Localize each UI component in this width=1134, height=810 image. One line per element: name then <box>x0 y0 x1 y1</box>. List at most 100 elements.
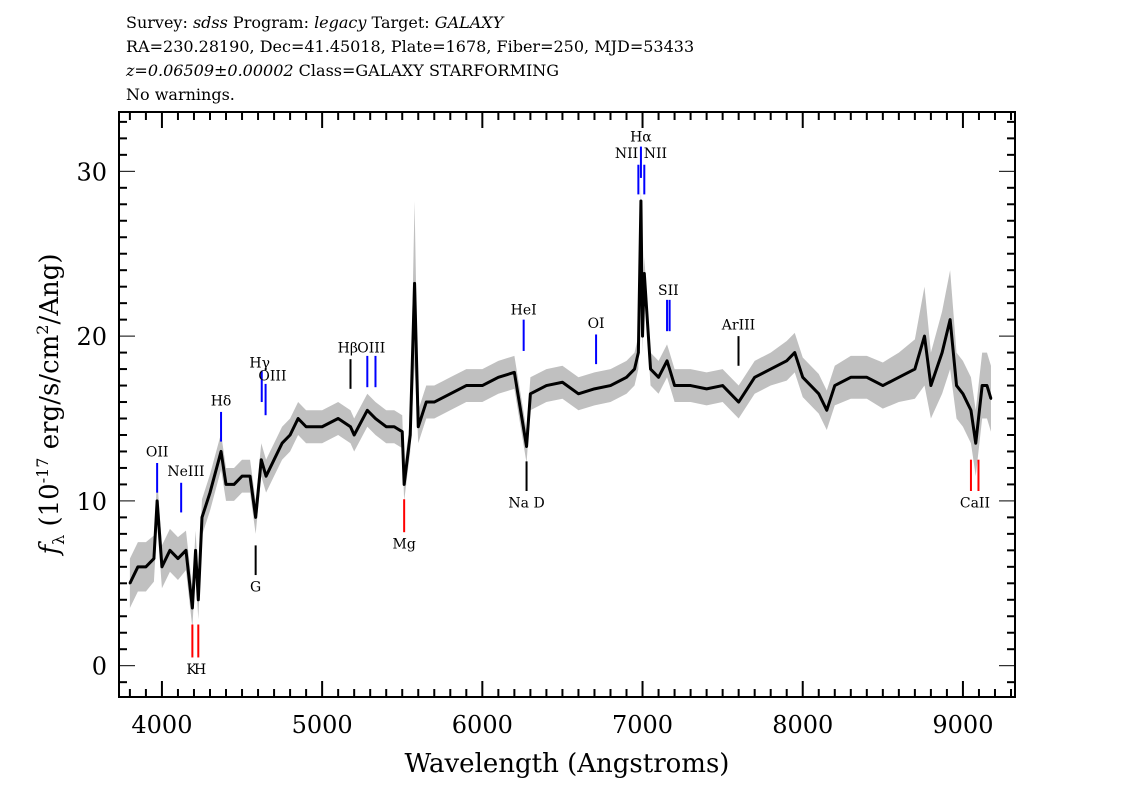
flux-point <box>425 400 428 404</box>
flux-point <box>385 425 388 428</box>
flux-point <box>336 417 340 420</box>
flux-point <box>349 425 352 428</box>
flux-point <box>881 384 885 387</box>
flux-point <box>801 376 804 379</box>
flux-point <box>320 425 324 428</box>
flux-point <box>449 392 452 395</box>
flux-point <box>948 318 952 321</box>
flux-point <box>689 384 692 387</box>
flux-point <box>913 367 917 371</box>
flux-point <box>481 384 484 387</box>
flux-point <box>513 371 516 374</box>
x-tick-label: 5000 <box>292 711 353 739</box>
line-label: OIII <box>258 369 286 385</box>
flux-point <box>254 516 257 519</box>
header-warnings: No warnings. <box>126 85 235 104</box>
flux-point <box>561 381 564 384</box>
program-label: Program: <box>232 13 309 32</box>
y-label-exp2: 2 <box>33 325 52 335</box>
line-label: HeI <box>511 303 537 319</box>
flux-point <box>577 392 580 395</box>
flux-point <box>304 425 308 428</box>
header-coordinates: RA=230.28190, Dec=41.45018, Plate=1678, … <box>126 37 695 56</box>
flux-point <box>721 384 724 387</box>
flux-point <box>224 483 228 486</box>
line-label: OII <box>146 444 169 460</box>
flux-point <box>545 384 548 387</box>
flux-point <box>296 417 300 420</box>
flux-point <box>673 384 676 387</box>
program-value: legacy <box>314 13 367 32</box>
x-tick-label: 6000 <box>452 711 513 739</box>
flux-point <box>980 384 984 387</box>
flux-point <box>465 384 468 387</box>
flux-point <box>402 483 406 486</box>
x-tick-label: 8000 <box>772 711 833 739</box>
line-label: Hβ <box>338 341 358 357</box>
spectrum-group <box>128 184 993 628</box>
flux-point <box>974 442 977 445</box>
flux-error-band <box>129 184 991 628</box>
header-line-survey: Survey: sdss Program: legacy Target: GAL… <box>126 12 503 34</box>
line-label: NII <box>615 146 638 162</box>
line-label: ArIII <box>721 318 755 334</box>
flux-point <box>665 359 669 363</box>
redshift-value: z=0.06509±0.00002 <box>126 61 294 80</box>
line-label: NeIII <box>167 464 204 480</box>
flux-point <box>248 474 252 478</box>
header-redshift-line: z=0.06509±0.00002 Class=GALAXY STARFORMI… <box>126 60 559 82</box>
flux-point <box>497 376 500 379</box>
flux-point <box>160 565 164 569</box>
flux-point <box>168 549 172 552</box>
flux-point <box>409 433 412 437</box>
flux-point <box>705 387 708 391</box>
flux-point <box>633 367 636 371</box>
flux-point <box>208 491 212 494</box>
flux-point <box>961 392 965 395</box>
flux-point <box>152 557 156 560</box>
flux-point <box>989 397 993 400</box>
flux-point <box>529 392 532 395</box>
flux-point <box>865 376 869 379</box>
flux-point <box>929 384 933 387</box>
flux-point <box>785 359 788 363</box>
flux-point <box>197 598 200 601</box>
y-label-pre: (10 <box>35 483 65 535</box>
line-label: SII <box>658 283 679 299</box>
flux-point <box>849 376 852 379</box>
target-value: GALAXY <box>434 13 504 32</box>
flux-point <box>833 384 836 387</box>
y-tick-label: 20 <box>76 323 107 351</box>
class-value: Class=GALAXY STARFORMING <box>298 61 560 80</box>
y-tick-label: 10 <box>76 488 107 516</box>
flux-point <box>184 549 188 552</box>
flux-point <box>393 425 396 428</box>
line-label: Hγ <box>249 355 270 371</box>
flux-point <box>194 549 197 552</box>
flux-point <box>657 376 660 379</box>
line-label: Mg <box>393 537 416 553</box>
flux-point <box>639 199 643 203</box>
x-tick-label: 4000 <box>131 711 192 739</box>
x-tick-label: 9000 <box>932 711 993 739</box>
line-label: OIII <box>357 341 385 357</box>
y-tick-label: 0 <box>92 653 107 681</box>
flux-point <box>940 351 944 354</box>
x-axis-label: Wavelength (Angstroms) <box>405 749 730 779</box>
flux-point <box>985 384 989 387</box>
flux-point <box>955 384 958 387</box>
flux-point <box>374 417 377 420</box>
flux-point <box>593 387 596 391</box>
flux-point <box>352 433 356 437</box>
flux-point <box>144 565 148 569</box>
line-label: OI <box>588 316 605 332</box>
flux-point <box>649 367 652 371</box>
flux-point <box>219 450 223 453</box>
survey-value: sdss <box>192 13 228 32</box>
flux-point <box>433 400 436 404</box>
line-label: K <box>186 662 197 678</box>
line-label: Hα <box>630 130 652 146</box>
y-axis-label: fλ (10-17 erg/s/cm2/Ang) <box>33 253 68 556</box>
flux-line <box>128 199 993 610</box>
